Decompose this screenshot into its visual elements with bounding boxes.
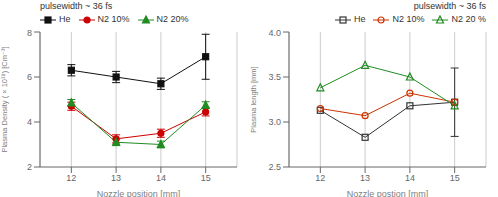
svg-text:Nozzle position [mm]: Nozzle position [mm]: [97, 189, 181, 197]
svg-text:4.0: 4.0: [268, 28, 281, 38]
html-text:N2 20 %: N2 20 %: [451, 14, 486, 24]
svg-text:12: 12: [315, 173, 325, 183]
svg-text:Nozzle postion [mm]: Nozzle postion [mm]: [347, 189, 429, 197]
svg-text:3.0: 3.0: [268, 117, 281, 127]
html-text:pulsewidth ~ 36 fs: pulsewidth ~ 36 fs: [40, 1, 113, 11]
html-text:pulsewidth ~ 36 fs: pulsewidth ~ 36 fs: [413, 1, 486, 11]
svg-text:6: 6: [27, 72, 32, 82]
html-text:N2 10%: N2 10%: [97, 14, 130, 24]
svg-text:14: 14: [405, 173, 415, 183]
svg-text:3.5: 3.5: [268, 72, 281, 82]
html-text:N2 20%: N2 20%: [156, 14, 189, 24]
html-text:He: He: [353, 14, 366, 24]
svg-text:4: 4: [27, 117, 32, 127]
svg-text:8: 8: [27, 28, 32, 38]
svg-text:14: 14: [156, 173, 166, 183]
svg-text:2.5: 2.5: [268, 162, 281, 172]
svg-text:13: 13: [360, 173, 370, 183]
svg-text:Plasma length [mm]: Plasma length [mm]: [249, 66, 258, 132]
html-text:N2 10%: N2 10%: [392, 14, 425, 24]
svg-text:2: 2: [27, 162, 32, 172]
svg-text:15: 15: [450, 173, 460, 183]
svg-text:12: 12: [66, 173, 76, 183]
html-text:He: He: [59, 14, 71, 24]
svg-text:15: 15: [201, 173, 211, 183]
svg-text:13: 13: [111, 173, 121, 183]
svg-text:Plasma Density ( × 10¹⁸) [Cm⁻³: Plasma Density ( × 10¹⁸) [Cm⁻³]: [8, 46, 9, 152]
